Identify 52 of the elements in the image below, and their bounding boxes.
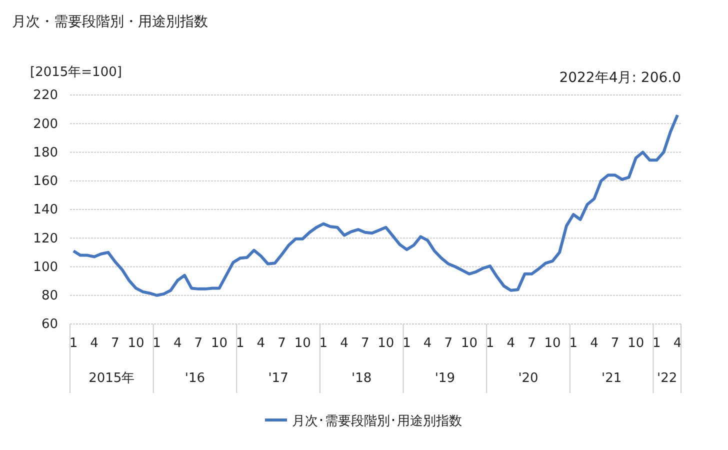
- x-tick-label: 1: [319, 336, 328, 352]
- x-tick-label: 7: [110, 336, 120, 352]
- x-tick-label: 7: [360, 336, 370, 352]
- y-tick-label: 140: [33, 202, 58, 218]
- y-tick-label: 100: [33, 260, 58, 275]
- legend-label: 月次･需要段階別･用途別指数: [292, 414, 462, 429]
- x-tick-label: 1: [486, 336, 494, 352]
- x-tick-label: 1: [236, 336, 244, 352]
- x-tick-label: 10: [628, 336, 644, 352]
- y-tick-label: 220: [33, 88, 58, 104]
- x-tick-label: 10: [378, 336, 394, 352]
- x-tick-label: 4: [590, 336, 598, 352]
- text: '17: [268, 371, 288, 386]
- x-tick-label: 10: [128, 336, 144, 352]
- chart-title: 月次・需要段階別・用途別指数: [12, 14, 208, 30]
- y-tick-label: 180: [33, 145, 58, 160]
- y-axis-title: [2015年=100]: [30, 65, 122, 80]
- x-tick-label: 4: [90, 336, 98, 352]
- x-tick-label: 7: [444, 336, 453, 352]
- x-tick-label: 4: [256, 336, 266, 352]
- x-tick-label: 10: [294, 336, 311, 352]
- text: '19: [434, 371, 455, 386]
- x-tick-label: 1: [569, 336, 578, 352]
- x-tick-label: 4: [173, 336, 182, 352]
- x-tick-label: 4: [673, 336, 682, 352]
- x-tick-label: 7: [528, 336, 536, 352]
- x-tick-label: 4: [423, 336, 432, 352]
- x-tick-label: 10: [544, 336, 561, 352]
- y-tick-label: 80: [41, 288, 58, 304]
- x-tick-label: 7: [610, 336, 620, 352]
- x-tick-label: 10: [460, 336, 478, 352]
- text: '21: [602, 371, 622, 386]
- text: 2015年: [88, 371, 135, 386]
- y-tick-label: 200: [33, 116, 58, 132]
- text: 2022年4月: 206.0: [559, 70, 681, 86]
- x-tick-label: 1: [652, 336, 661, 352]
- x-tick-label: 4: [506, 336, 516, 352]
- text: '16: [184, 371, 206, 386]
- x-tick-label: 7: [278, 336, 286, 352]
- y-tick-label: 120: [33, 231, 58, 246]
- text: '18: [352, 371, 372, 386]
- text: '22: [657, 371, 678, 386]
- x-tick-label: 1: [152, 336, 161, 352]
- y-tick-label: 160: [33, 174, 58, 190]
- x-tick-label: 7: [194, 336, 203, 352]
- x-tick-label: 1: [69, 336, 78, 352]
- x-tick-label: 1: [402, 336, 411, 352]
- text: '20: [518, 371, 538, 386]
- x-tick-label: 10: [211, 336, 228, 352]
- line-series: [72, 114, 680, 297]
- x-tick-label: 4: [340, 336, 348, 352]
- y-tick-label: 60: [41, 317, 58, 332]
